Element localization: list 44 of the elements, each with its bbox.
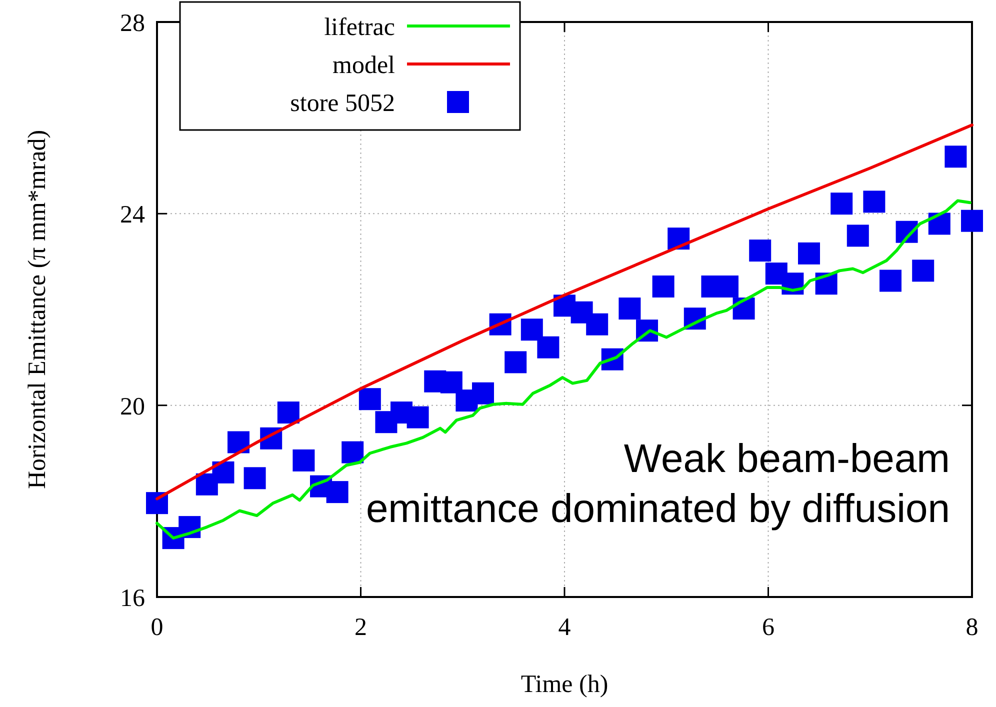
point (880, 270, 902, 292)
y-axis-title: Horizontal Emittance (π mm*mrad) (24, 130, 51, 490)
point (912, 260, 934, 282)
x-tick-label: 0 (150, 614, 164, 641)
point (846, 224, 869, 247)
y-tick-label: 28 (120, 10, 145, 37)
x-tick-label: 2 (354, 614, 367, 641)
point (928, 212, 950, 235)
point (146, 492, 168, 514)
x-tick-label: 8 (966, 614, 978, 641)
y-tick-label: 20 (120, 393, 145, 420)
x-tick-label: 6 (762, 614, 774, 641)
x-axis-title: Time (h) (520, 671, 608, 698)
point (244, 467, 266, 490)
point (212, 461, 234, 484)
legend-label: store 5052 (290, 90, 395, 117)
point (618, 298, 641, 320)
legend-label: model (332, 52, 396, 79)
point (586, 313, 608, 336)
point (830, 192, 853, 215)
point (292, 449, 315, 472)
y-tick-label: 16 (120, 585, 145, 612)
point (504, 351, 527, 374)
point (798, 242, 820, 264)
point (358, 388, 381, 410)
point (440, 371, 462, 394)
point (228, 431, 250, 454)
point (342, 441, 364, 464)
point (406, 406, 429, 428)
legend-label: lifetrac (324, 14, 395, 41)
point (961, 210, 983, 232)
point (326, 481, 348, 504)
point (520, 318, 543, 341)
point (944, 146, 967, 168)
point (749, 240, 772, 262)
point (472, 382, 494, 404)
annotation: emittance dominated by diffusion (366, 487, 950, 531)
x-tick-label: 4 (558, 614, 572, 641)
point (537, 336, 560, 358)
point (863, 190, 886, 213)
annotation: Weak beam-beam (624, 437, 950, 481)
point (277, 402, 300, 424)
y-tick-label: 24 (120, 202, 146, 229)
point (652, 276, 674, 298)
